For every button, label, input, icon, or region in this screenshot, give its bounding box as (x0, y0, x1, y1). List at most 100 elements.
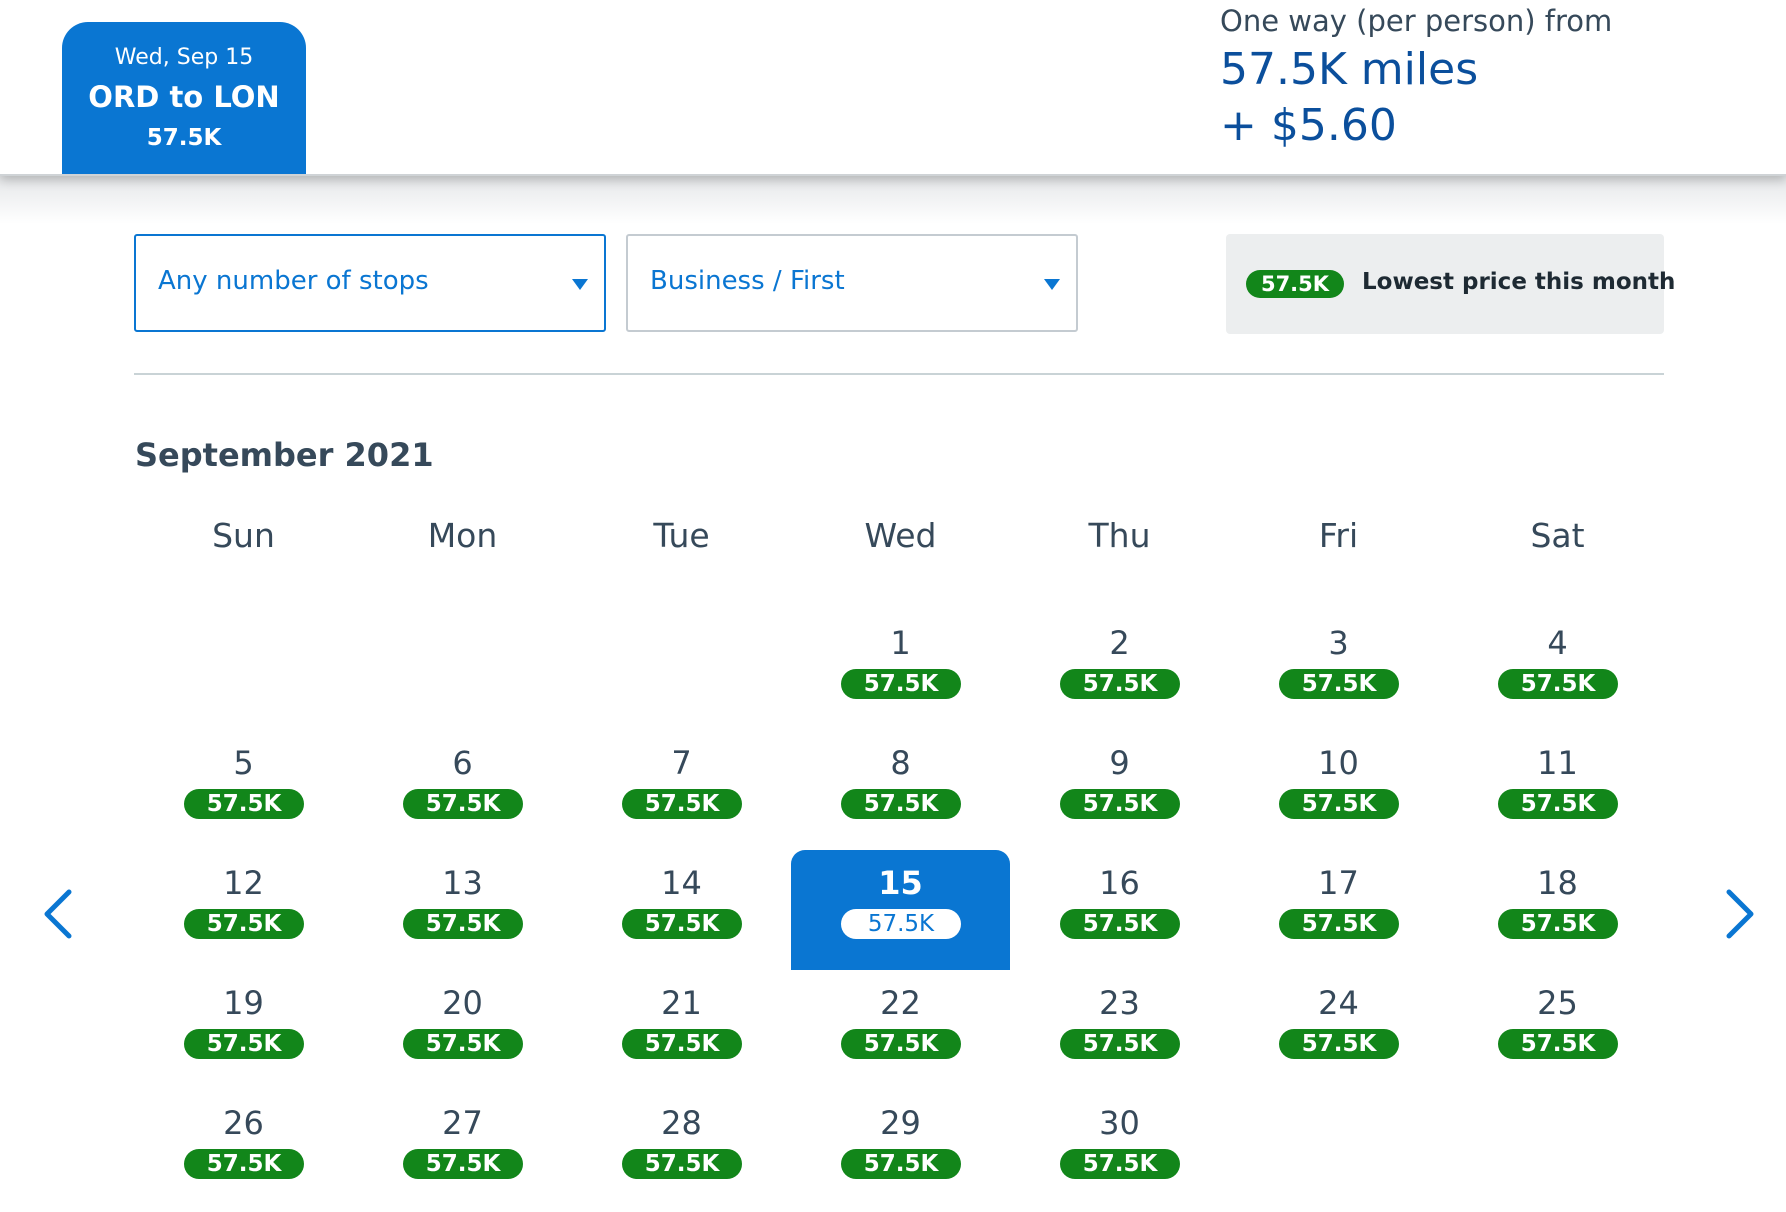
fare-cash: + $5.60 (1220, 100, 1397, 151)
calendar-day[interactable]: 28 57.5K (572, 1090, 791, 1210)
fare-label: One way (per person) from (1220, 4, 1613, 38)
calendar-day[interactable]: 16 57.5K (1010, 850, 1229, 970)
day-price-badge: 57.5K (1498, 909, 1618, 939)
day-price-badge: 57.5K (1279, 669, 1399, 699)
day-price-badge: 57.5K (184, 789, 304, 819)
day-number: 7 (671, 744, 692, 782)
weekday-label: Sat (1530, 516, 1585, 555)
previous-month-button[interactable] (36, 884, 82, 944)
tab-date: Wed, Sep 15 (114, 45, 254, 70)
calendar-day[interactable]: 20 57.5K (353, 970, 572, 1090)
calendar-day[interactable]: 21 57.5K (572, 970, 791, 1090)
weekday-label: Thu (1088, 516, 1151, 555)
fare-miles: 57.5K miles (1220, 44, 1479, 95)
calendar-day[interactable]: 13 57.5K (353, 850, 572, 970)
day-number: 20 (442, 984, 483, 1022)
day-number: 11 (1537, 744, 1578, 782)
caret-down-icon (1044, 279, 1060, 290)
calendar-day[interactable]: 10 57.5K (1229, 730, 1448, 850)
day-price-badge: 57.5K (403, 789, 523, 819)
day-price-badge: 57.5K (841, 909, 961, 939)
day-price-badge: 57.5K (1060, 669, 1180, 699)
calendar-day[interactable]: 6 57.5K (353, 730, 572, 850)
calendar-day[interactable]: 22 57.5K (791, 970, 1010, 1090)
day-number: 30 (1099, 1104, 1140, 1142)
day-number: 3 (1328, 624, 1349, 662)
day-number: 8 (890, 744, 911, 782)
day-price-badge: 57.5K (1279, 789, 1399, 819)
day-number: 12 (223, 864, 264, 902)
calendar-day[interactable]: 25 57.5K (1448, 970, 1667, 1090)
next-month-button[interactable] (1716, 884, 1762, 944)
day-price-badge: 57.5K (841, 789, 961, 819)
calendar-day[interactable]: 3 57.5K (1229, 610, 1448, 730)
day-number: 23 (1099, 984, 1140, 1022)
day-number: 14 (661, 864, 702, 902)
calendar-day[interactable]: 26 57.5K (134, 1090, 353, 1210)
day-price-badge: 57.5K (841, 669, 961, 699)
cabin-dropdown-value: Business / First (650, 266, 845, 296)
calendar-day[interactable]: 14 57.5K (572, 850, 791, 970)
divider (134, 373, 1664, 375)
day-price-badge: 57.5K (403, 1149, 523, 1179)
stops-dropdown[interactable]: Any number of stops (134, 234, 606, 332)
calendar-day[interactable]: 18 57.5K (1448, 850, 1667, 970)
calendar-day[interactable]: 5 57.5K (134, 730, 353, 850)
day-price-badge: 57.5K (622, 909, 742, 939)
header-shadow (0, 174, 1786, 224)
fare-summary: One way (per person) from 57.5K miles + … (1220, 4, 1613, 151)
tab-route: ORD to LON (88, 80, 280, 114)
chevron-left-icon (44, 889, 72, 939)
calendar-day[interactable]: 2 57.5K (1010, 610, 1229, 730)
stops-dropdown-value: Any number of stops (158, 266, 429, 296)
day-price-badge: 57.5K (1498, 669, 1618, 699)
day-price-badge: 57.5K (1498, 789, 1618, 819)
calendar-day[interactable]: 4 57.5K (1448, 610, 1667, 730)
day-price-badge: 57.5K (841, 1149, 961, 1179)
weekday-label: Tue (653, 516, 710, 555)
day-price-badge: 57.5K (622, 789, 742, 819)
calendar-day[interactable]: 7 57.5K (572, 730, 791, 850)
calendar-day[interactable]: 27 57.5K (353, 1090, 572, 1210)
calendar-day[interactable]: 1 57.5K (791, 610, 1010, 730)
day-number: 26 (223, 1104, 264, 1142)
calendar-day[interactable]: 23 57.5K (1010, 970, 1229, 1090)
weekday-label: Mon (427, 516, 498, 555)
calendar-day[interactable]: 30 57.5K (1010, 1090, 1229, 1210)
day-number: 13 (442, 864, 483, 902)
day-number: 21 (661, 984, 702, 1022)
legend-price-badge: 57.5K (1246, 270, 1344, 298)
day-price-badge: 57.5K (1279, 1029, 1399, 1059)
day-number: 1 (890, 624, 911, 662)
day-price-badge: 57.5K (184, 909, 304, 939)
calendar-day[interactable]: 17 57.5K (1229, 850, 1448, 970)
calendar-day-selected[interactable]: 15 57.5K (791, 850, 1010, 970)
calendar-day[interactable]: 11 57.5K (1448, 730, 1667, 850)
calendar-day[interactable]: 19 57.5K (134, 970, 353, 1090)
day-price-badge: 57.5K (403, 909, 523, 939)
day-number: 4 (1547, 624, 1568, 662)
day-number: 27 (442, 1104, 483, 1142)
selected-date-tab[interactable]: Wed, Sep 15 ORD to LON 57.5K (62, 22, 306, 174)
day-number: 22 (880, 984, 921, 1022)
cabin-dropdown[interactable]: Business / First (626, 234, 1078, 332)
day-price-badge: 57.5K (184, 1029, 304, 1059)
day-price-badge: 57.5K (841, 1029, 961, 1059)
weekday-label: Fri (1318, 516, 1359, 555)
calendar-day[interactable]: 9 57.5K (1010, 730, 1229, 850)
calendar-day[interactable]: 12 57.5K (134, 850, 353, 970)
day-number: 2 (1109, 624, 1130, 662)
day-number: 29 (880, 1104, 921, 1142)
day-number: 18 (1537, 864, 1578, 902)
day-price-badge: 57.5K (1060, 1149, 1180, 1179)
day-price-badge: 57.5K (1279, 909, 1399, 939)
day-number: 16 (1099, 864, 1140, 902)
day-number: 10 (1318, 744, 1359, 782)
calendar-day[interactable]: 8 57.5K (791, 730, 1010, 850)
day-price-badge: 57.5K (622, 1149, 742, 1179)
day-number: 25 (1537, 984, 1578, 1022)
month-title: September 2021 (135, 436, 434, 474)
calendar-day[interactable]: 29 57.5K (791, 1090, 1010, 1210)
calendar-day[interactable]: 24 57.5K (1229, 970, 1448, 1090)
